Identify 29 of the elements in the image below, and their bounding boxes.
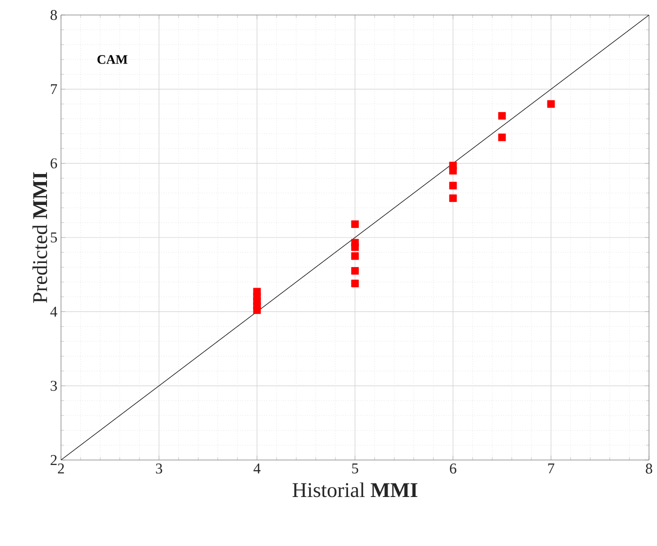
x-axis-title: Historial MMI	[292, 482, 418, 498]
point	[351, 252, 359, 260]
x-tick-label: 6	[450, 464, 456, 474]
point	[449, 166, 457, 175]
y-tick-label: 4	[50, 306, 58, 317]
point	[351, 243, 359, 251]
x-tick-label: 2	[58, 464, 64, 474]
point	[351, 267, 359, 275]
point	[547, 100, 555, 108]
x-tick-label: 3	[156, 464, 162, 474]
point	[498, 134, 506, 142]
point	[498, 112, 506, 120]
point	[351, 220, 359, 228]
y-tick-label: 8	[50, 10, 57, 20]
point	[449, 182, 457, 190]
y-tick-label: 3	[50, 380, 57, 391]
point	[449, 194, 457, 202]
y-tick-label: 5	[50, 232, 57, 242]
point	[253, 288, 261, 296]
x-tick-label: 7	[548, 464, 554, 474]
x-tick-label: 4	[254, 464, 260, 474]
y-tick-label: 2	[50, 455, 57, 465]
x-tick-label: 8	[646, 464, 652, 474]
y-axis-title: Predicted MMI	[32, 172, 48, 303]
x-tick-label: 5	[352, 464, 358, 474]
annotation: CAM	[97, 55, 128, 64]
y-tick-label: 7	[50, 84, 58, 94]
point	[351, 280, 359, 288]
y-tick-label: 6	[50, 158, 58, 168]
